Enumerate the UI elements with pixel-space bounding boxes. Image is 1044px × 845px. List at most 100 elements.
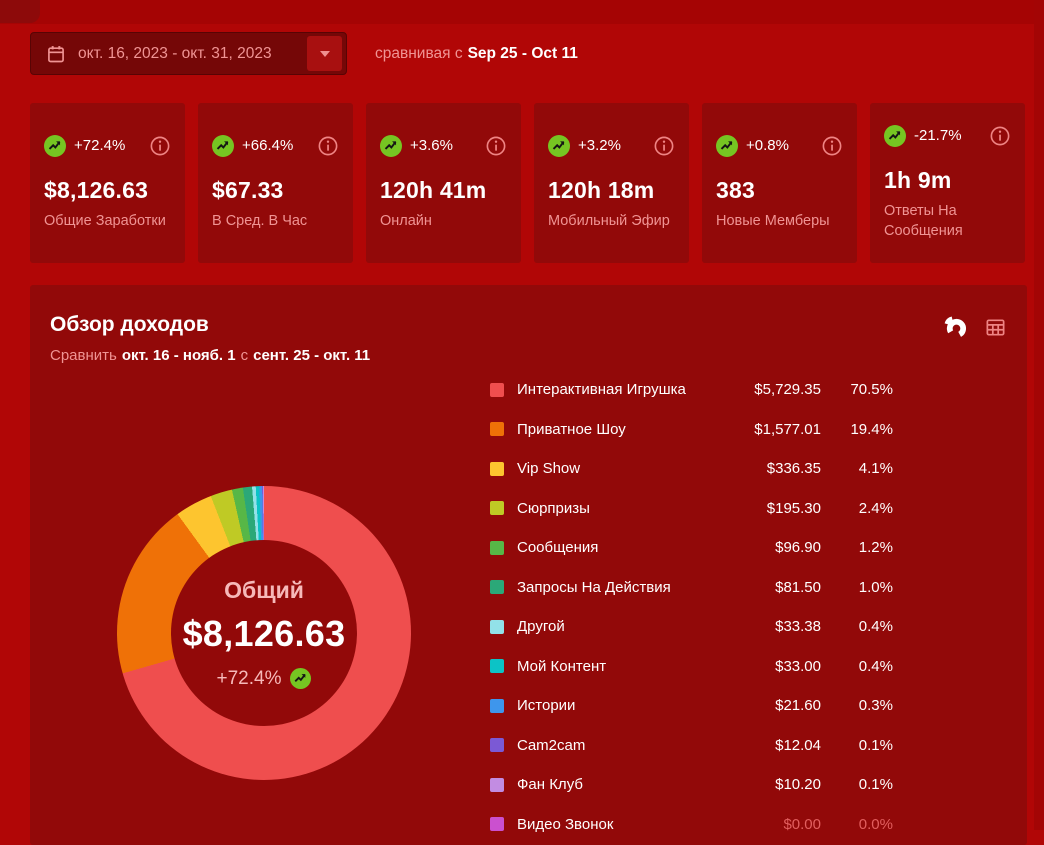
donut-total-value: $8,126.63 [182, 612, 346, 654]
legend-amount: $33.00 [775, 657, 821, 675]
trend-up-icon [716, 134, 738, 157]
table-view-icon[interactable] [984, 316, 1007, 339]
legend-label: Сообщения [517, 539, 599, 557]
legend-row[interactable]: Сюрпризы $195.30 2.4% [490, 489, 893, 529]
stat-label: Новые Мемберы [716, 212, 830, 229]
date-range-dropdown-button[interactable] [307, 36, 342, 71]
legend-row[interactable]: Приватное Шоу $1,577.01 19.4% [490, 410, 893, 450]
legend-percent: 0.1% [858, 776, 893, 794]
cutoff-panel-corner [0, 0, 40, 23]
legend-row[interactable]: Интерактивная Игрушка $5,729.35 70.5% [490, 370, 893, 410]
info-icon[interactable] [821, 135, 843, 157]
legend-row[interactable]: Запросы На Действия $81.50 1.0% [490, 568, 893, 608]
legend-row[interactable]: Истории $21.60 0.3% [490, 686, 893, 726]
legend-color-swatch [490, 580, 504, 595]
date-range-picker[interactable]: окт. 16, 2023 - окт. 31, 2023 [30, 32, 347, 75]
legend-row[interactable]: Другой $33.38 0.4% [490, 607, 893, 647]
legend-percent: 2.4% [858, 499, 893, 517]
stat-card-header: +3.2% [548, 134, 675, 157]
legend-percent: 4.1% [858, 460, 893, 478]
stat-label: В Сред. В Час [212, 212, 308, 229]
legend-amount: $12.04 [775, 736, 821, 754]
info-icon[interactable] [989, 125, 1011, 147]
panel-compare-subtitle: Сравнить окт. 16 - нояб. 1 с сент. 25 - окт… [50, 347, 375, 364]
stat-label: Онлайн [380, 212, 432, 229]
stat-change-percent: +3.6% [410, 137, 453, 155]
revenue-donut-chart[interactable]: Общий $8,126.63 +72.4% [117, 486, 411, 780]
stat-card: -21.7% 1h 9m Ответы На Сообщения [870, 103, 1025, 263]
legend-label: Запросы На Действия [517, 578, 671, 596]
legend-label: Фан Клуб [517, 776, 583, 794]
legend-percent: 1.2% [858, 539, 893, 557]
stat-value: $8,126.63 [44, 176, 149, 203]
stat-card-header: -21.7% [884, 124, 1011, 147]
trend-up-icon [884, 124, 906, 147]
legend-row[interactable]: Фан Клуб $10.20 0.1% [490, 765, 893, 805]
legend-color-swatch [490, 659, 504, 674]
legend-label: Истории [517, 697, 576, 715]
legend-color-swatch [490, 382, 504, 397]
stat-card: +3.6% 120h 41m Онлайн [366, 103, 521, 263]
comparison-text: сравнивая с Sep 25 - Oct 11 [375, 45, 578, 63]
info-icon[interactable] [485, 135, 507, 157]
legend-amount: $5,729.35 [754, 381, 821, 399]
stat-value: $67.33 [212, 176, 284, 203]
panel-view-toggles [944, 316, 1007, 339]
revenue-legend: Интерактивная Игрушка $5,729.35 70.5% Пр… [490, 370, 893, 844]
stat-change-percent: +66.4% [242, 137, 294, 155]
legend-color-swatch [490, 461, 504, 476]
panel-body: Общий $8,126.63 +72.4% [50, 370, 1007, 844]
legend-color-swatch [490, 619, 504, 634]
stat-change-percent: +72.4% [74, 137, 126, 155]
stat-label: Ответы На Сообщения [884, 202, 963, 239]
donut-chart-area: Общий $8,126.63 +72.4% [50, 370, 490, 844]
stat-card: +66.4% $67.33 В Сред. В Час [198, 103, 353, 263]
legend-percent: 0.3% [858, 697, 893, 715]
trend-up-icon [212, 134, 234, 157]
header-strip [0, 0, 1044, 24]
donut-chart-view-icon[interactable] [944, 316, 967, 339]
legend-amount: $96.90 [775, 539, 821, 557]
legend-row[interactable]: Сообщения $96.90 1.2% [490, 528, 893, 568]
info-icon[interactable] [149, 135, 171, 157]
stat-card-header: +3.6% [380, 134, 507, 157]
legend-amount: $336.35 [766, 460, 821, 478]
legend-row[interactable]: Мой Контент $33.00 0.4% [490, 647, 893, 687]
info-icon[interactable] [317, 135, 339, 157]
stat-cards-row: +72.4% $8,126.63 Общие Заработки +66.4% [30, 103, 1025, 263]
subtitle-connector: с [240, 347, 249, 364]
legend-amount: $33.38 [775, 618, 821, 636]
stat-card: +0.8% 383 Новые Мемберы [702, 103, 857, 263]
legend-color-swatch [490, 817, 504, 832]
info-icon[interactable] [653, 135, 675, 157]
legend-row[interactable]: Cam2cam $12.04 0.1% [490, 726, 893, 766]
legend-amount: $0.00 [783, 815, 821, 833]
donut-total-change: +72.4% [217, 668, 312, 690]
comparison-range: Sep 25 - Oct 11 [467, 44, 578, 62]
stat-change-percent: -21.7% [914, 127, 962, 145]
stat-label: Общие Заработки [44, 212, 166, 229]
legend-color-swatch [490, 540, 504, 555]
stat-card: +3.2% 120h 18m Мобильный Эфир [534, 103, 689, 263]
stat-value: 120h 41m [380, 176, 487, 203]
trend-up-icon [44, 134, 66, 157]
legend-amount: $21.60 [775, 697, 821, 715]
trend-up-icon [290, 668, 312, 689]
stat-value: 1h 9m [884, 166, 952, 193]
legend-label: Интерактивная Игрушка [517, 381, 686, 399]
legend-row[interactable]: Видео Звонок $0.00 0.0% [490, 805, 893, 845]
legend-color-swatch [490, 422, 504, 437]
legend-percent: 0.0% [858, 815, 893, 833]
scrollbar[interactable] [1034, 0, 1044, 830]
legend-color-swatch [490, 698, 504, 713]
legend-label: Другой [517, 618, 565, 636]
legend-row[interactable]: Vip Show $336.35 4.1% [490, 449, 893, 489]
legend-amount: $1,577.01 [754, 420, 821, 438]
donut-total-label: Общий [224, 576, 304, 603]
legend-label: Сюрпризы [517, 499, 590, 517]
donut-center: Общий $8,126.63 +72.4% [171, 540, 357, 726]
chevron-down-icon [319, 50, 330, 57]
trend-up-icon [380, 134, 402, 157]
legend-percent: 1.0% [858, 578, 893, 596]
